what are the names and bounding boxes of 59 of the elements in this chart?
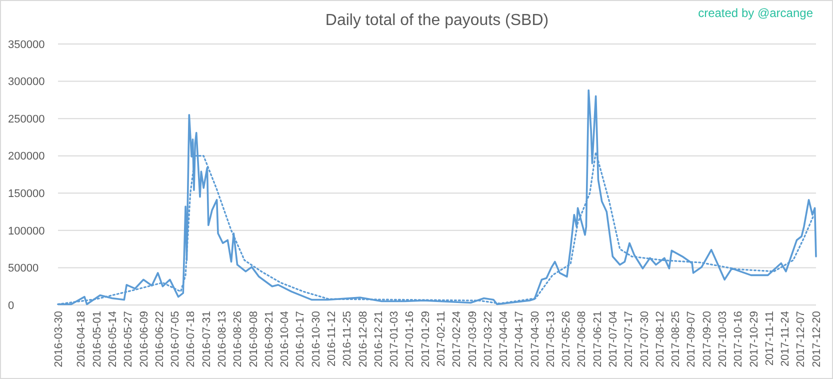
y-tick-label: 150000 bbox=[8, 188, 45, 200]
x-tick-label: 2016-10-30 bbox=[310, 311, 322, 368]
y-tick-label: 50000 bbox=[8, 262, 39, 275]
x-tick-label: 2017-03-09 bbox=[466, 311, 479, 368]
x-tick-label: 2016-10-04 bbox=[279, 311, 292, 368]
x-tick-label: 2017-01-29 bbox=[420, 311, 432, 368]
x-tick-label: 2016-09-21 bbox=[263, 311, 276, 368]
x-tick-label: 2016-05-14 bbox=[106, 311, 119, 368]
x-tick-label: 2017-07-17 bbox=[623, 311, 636, 368]
text: created by @arcange bbox=[698, 6, 814, 20]
x-tick-label: 2016-06-09 bbox=[138, 311, 150, 368]
x-tick-label: 2016-08-26 bbox=[232, 311, 244, 368]
x-tick-label: 2017-05-13 bbox=[544, 311, 557, 368]
x-tick-label: 2017-12-20 bbox=[810, 311, 823, 368]
x-tick-label: 2016-07-05 bbox=[170, 311, 182, 368]
x-tick-label: 2017-10-03 bbox=[717, 311, 729, 368]
x-tick-label: 2016-06-22 bbox=[154, 311, 166, 368]
x-tick-label: 2016-03-30 bbox=[52, 311, 65, 368]
x-tick-label: 2017-01-16 bbox=[404, 311, 416, 368]
x-tick-label: 2017-06-08 bbox=[576, 311, 588, 368]
x-tick-label: 2017-07-30 bbox=[638, 311, 651, 368]
x-tick-label: 2016-10-17 bbox=[294, 311, 307, 368]
y-tick-label: 100000 bbox=[8, 225, 45, 238]
x-tick-label: 2017-08-25 bbox=[670, 311, 682, 368]
x-tick-label: 2016-08-13 bbox=[216, 311, 228, 368]
y-tick-label: 350000 bbox=[8, 38, 45, 51]
x-tick-label: 2017-04-04 bbox=[498, 311, 510, 368]
y-tick-label: 300000 bbox=[8, 76, 45, 88]
x-tick-label: 2016-11-25 bbox=[342, 311, 354, 366]
chart-title: Daily total of the payouts (SBD) bbox=[325, 12, 549, 29]
x-tick-label: 2016-05-01 bbox=[91, 311, 104, 368]
x-tick-label: 2017-08-12 bbox=[654, 311, 666, 368]
x-tick-label: 2016-04-18 bbox=[76, 311, 88, 368]
x-tick-label: 2016-09-08 bbox=[248, 311, 260, 368]
x-tick-label: 2017-07-04 bbox=[608, 311, 620, 368]
x-tick-label: 2017-05-26 bbox=[560, 311, 573, 368]
x-tick-label: 2017-09-07 bbox=[686, 311, 698, 368]
y-tick-label: 200000 bbox=[8, 150, 45, 163]
x-tick-label: 2017-06-21 bbox=[592, 311, 604, 368]
x-tick-label: 2016-12-08 bbox=[357, 311, 370, 368]
x-tick-label: 2017-03-22 bbox=[482, 311, 494, 368]
x-tick-label: 2016-07-18 bbox=[185, 311, 198, 368]
x-tick-label: 2017-12-07 bbox=[795, 311, 808, 368]
x-tick-label: 2017-09-20 bbox=[701, 311, 714, 368]
x-tick-label: 2017-02-24 bbox=[451, 311, 464, 368]
x-tick-label: 2016-05-27 bbox=[122, 311, 135, 368]
x-tick-label: 2016-12-21 bbox=[372, 311, 385, 368]
y-tick-label: 250000 bbox=[8, 113, 45, 126]
x-tick-label: 2017-04-17 bbox=[514, 311, 526, 368]
x-tick-label: 2017-01-03 bbox=[388, 311, 401, 368]
x-tick-label: 2017-02-11 bbox=[435, 311, 448, 366]
x-tick-label: 2016-11-12 bbox=[326, 311, 338, 366]
x-tick-label: 2017-11-24 bbox=[780, 311, 792, 366]
x-tick-label: 2017-04-30 bbox=[529, 311, 542, 368]
x-tick-label: 2017-10-16 bbox=[732, 311, 745, 368]
y-tick-label: 0 bbox=[8, 300, 14, 312]
x-tick-label: 2017-11-11 bbox=[764, 311, 776, 366]
x-tick-label: 2017-10-29 bbox=[748, 311, 760, 368]
x-tick-label: 2016-07-31 bbox=[200, 311, 213, 368]
